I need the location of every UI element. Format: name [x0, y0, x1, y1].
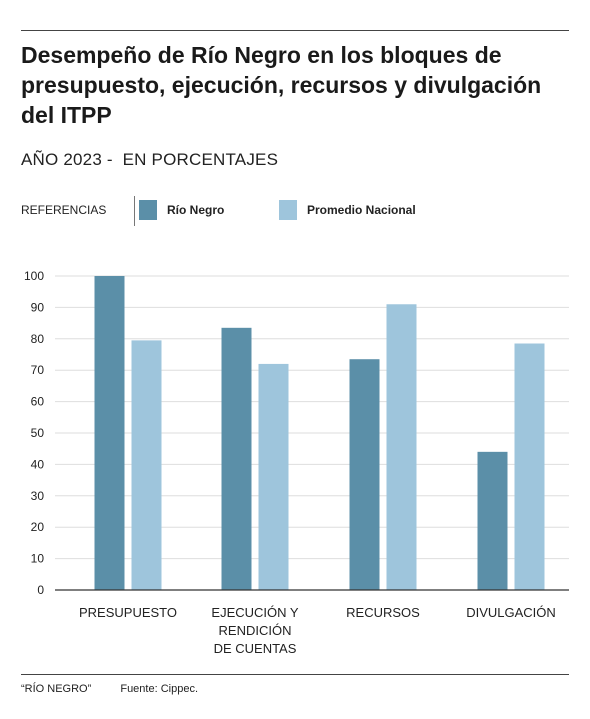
- bar-promedio-nacional: [514, 343, 545, 590]
- legend: REFERENCIAS Río Negro Promedio Nacional: [21, 196, 569, 226]
- x-category-label: EJECUCIÓN Y RENDICIÓN DE CUENTAS: [211, 605, 298, 656]
- legend-divider: [134, 196, 135, 226]
- x-category-label: DIVULGACIÓN: [466, 605, 556, 620]
- y-tick-label: 90: [31, 300, 45, 314]
- legend-label: REFERENCIAS: [21, 203, 107, 217]
- bar-promedio-nacional: [258, 363, 289, 590]
- legend-text-promedio-nacional: Promedio Nacional: [307, 203, 416, 217]
- y-tick-label: 50: [31, 426, 45, 440]
- y-tick-label: 60: [31, 395, 45, 409]
- bar-rio-negro: [94, 276, 125, 590]
- chart-subtitle: AÑO 2023 - EN PORCENTAJES: [21, 150, 279, 169]
- x-category-label: RECURSOS: [346, 605, 420, 620]
- footer-source: Fuente: Cippec.: [120, 683, 198, 695]
- bar-promedio-nacional: [386, 304, 417, 590]
- chart-title: Desempeño de Río Negro en los bloques de…: [21, 42, 542, 128]
- bar-rio-negro: [477, 451, 508, 590]
- y-tick-label: 0: [37, 583, 44, 597]
- legend-swatch-rio-negro: [139, 200, 157, 220]
- bar-rio-negro: [349, 359, 380, 590]
- bottom-rule: [21, 674, 569, 675]
- top-rule: [21, 30, 569, 31]
- y-tick-label: 80: [31, 332, 45, 346]
- y-tick-label: 10: [31, 552, 45, 566]
- y-tick-label: 100: [24, 269, 44, 283]
- bar-promedio-nacional: [131, 340, 162, 590]
- y-tick-label: 30: [31, 489, 45, 503]
- x-category-label: PRESUPUESTO: [79, 605, 177, 620]
- legend-swatch-promedio-nacional: [279, 200, 297, 220]
- footer-note: “RÍO NEGRO”: [21, 683, 92, 695]
- y-tick-label: 70: [31, 363, 45, 377]
- y-tick-label: 20: [31, 520, 45, 534]
- legend-text-rio-negro: Río Negro: [167, 203, 225, 217]
- bar-rio-negro: [221, 327, 252, 590]
- footer: “RÍO NEGRO” Fuente: Cippec.: [21, 683, 198, 695]
- bar-chart: 0 10 20 30 40 50 60 70 80 90 100 PRESUPUESTO EJECUCI…: [24, 269, 569, 656]
- y-tick-label: 40: [31, 457, 45, 471]
